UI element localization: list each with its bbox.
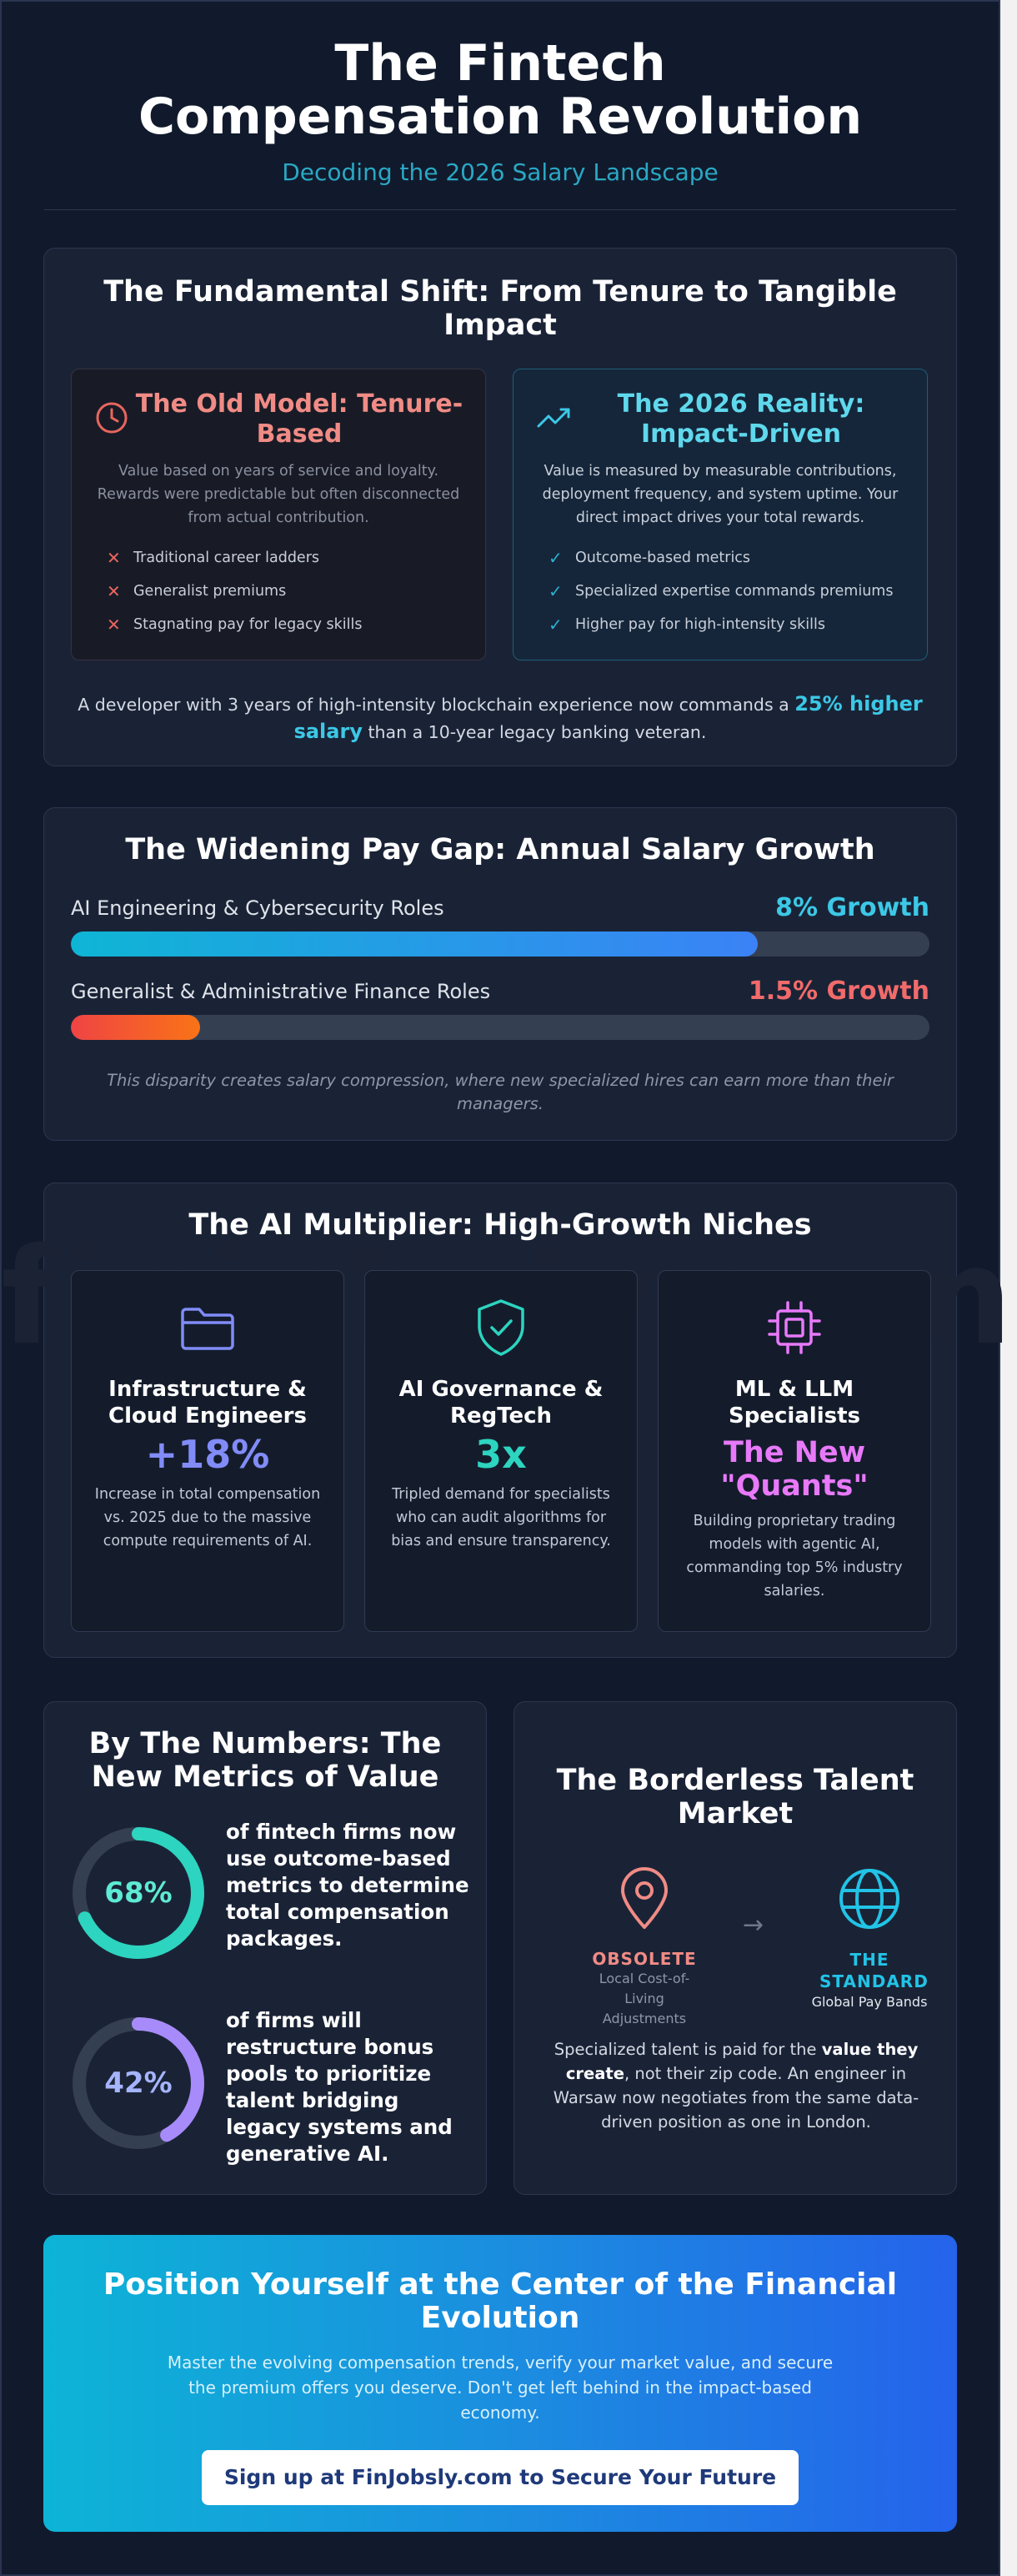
donut-chart: 68% bbox=[71, 1825, 206, 1961]
section-title: The Fundamental Shift: From Tenure to Ta… bbox=[103, 275, 897, 342]
map-pin-icon bbox=[621, 1867, 668, 1929]
compression-note: This disparity creates salary compressio… bbox=[107, 1071, 894, 1113]
niche-card-ml-llm: ML & LLM Specialists The New "Quants" Bu… bbox=[658, 1270, 931, 1632]
obsolete-label: OBSOLETE bbox=[592, 1949, 697, 1969]
section-title: The Borderless Talent Market bbox=[556, 1764, 914, 1830]
cta-banner: Position Yourself at the Center of the F… bbox=[43, 2235, 957, 2532]
borderless-talent-card: The Borderless Talent Market OBSOLETE Lo… bbox=[514, 1701, 957, 2195]
globe-icon bbox=[839, 1869, 899, 1929]
growth-bar-generalist: Generalist & Administrative Finance Role… bbox=[71, 977, 929, 1040]
old-model-description: Value based on years of service and loya… bbox=[97, 463, 460, 526]
new-model-list: ✓ Outcome-based metrics ✓ Specialized expe… bbox=[535, 541, 905, 641]
cta-title: Position Yourself at the Center of the F… bbox=[103, 2267, 898, 2335]
list-item: ✓ Specialized expertise commands premiums bbox=[549, 575, 905, 608]
arrow-right-icon: → bbox=[743, 1911, 764, 1940]
donut-progress bbox=[73, 1827, 204, 1959]
metric-text: of fintech firms now use outcome-based m… bbox=[226, 1820, 469, 1951]
bar-fill bbox=[71, 1015, 200, 1040]
list-item: ✓ Outcome-based metrics bbox=[549, 541, 905, 575]
metric-row: 68% of fintech firms now use outcome-bas… bbox=[71, 1820, 471, 1961]
salary-highlight: 25% higher salary bbox=[293, 692, 923, 743]
bar-label: AI Engineering & Cybersecurity Roles bbox=[71, 896, 444, 920]
donut-ring bbox=[73, 2017, 204, 2149]
list-item: ✕ Traditional career ladders bbox=[107, 541, 463, 575]
signup-button[interactable]: Sign up at FinJobsly.com to Secure Your … bbox=[202, 2450, 799, 2505]
niche-stat: The New "Quants" bbox=[720, 1436, 869, 1503]
cta-description: Master the evolving compensation trends,… bbox=[167, 2353, 834, 2423]
old-model-list: ✕ Traditional career ladders ✕ Generalist … bbox=[93, 541, 463, 641]
bar-value: 1.5% Growth bbox=[748, 977, 929, 1006]
section-title: The AI Multiplier: High-Growth Niches bbox=[188, 1208, 812, 1242]
donut-progress bbox=[73, 2017, 204, 2149]
header: The Fintech Compensation Revolution Deco… bbox=[0, 0, 1000, 210]
pay-gap-card: The Widening Pay Gap: Annual Salary Grow… bbox=[43, 807, 957, 1141]
donut-chart: 42% bbox=[71, 2016, 206, 2151]
list-item: ✕ Generalist premiums bbox=[107, 575, 463, 608]
niche-title: Infrastructure & Cloud Engineers bbox=[108, 1377, 307, 1429]
niche-card-governance: AI Governance & RegTech 3x Tripled deman… bbox=[364, 1270, 638, 1632]
by-the-numbers-card: By The Numbers: The New Metrics of Value… bbox=[43, 1701, 487, 2195]
niche-card-infrastructure: Infrastructure & Cloud Engineers +18% In… bbox=[71, 1270, 344, 1632]
metric-row: 42% of firms will restructure bonus pool… bbox=[71, 2008, 471, 2167]
bar-track bbox=[71, 1015, 929, 1040]
x-mark-icon: ✕ bbox=[107, 548, 121, 568]
donut-value: 68% bbox=[104, 1876, 173, 1910]
bar-fill bbox=[71, 931, 758, 957]
blockchain-salary-note: A developer with 3 years of high-intensi… bbox=[78, 692, 923, 743]
old-model-title: The Old Model: Tenure-Based bbox=[135, 389, 463, 449]
list-item: ✕ Stagnating pay for legacy skills bbox=[107, 608, 463, 641]
bar-label: Generalist & Administrative Finance Role… bbox=[71, 980, 491, 1003]
list-item: ✓ Higher pay for high-intensity skills bbox=[549, 608, 905, 641]
standard-column: THE STANDARD Global Pay Bands bbox=[786, 1865, 953, 2012]
old-model-panel: The Old Model: Tenure-Based Value based … bbox=[71, 369, 486, 660]
clock-icon bbox=[96, 402, 128, 434]
niche-description: Building proprietary trading models with… bbox=[686, 1513, 903, 1599]
niche-description: Tripled demand for specialists who can a… bbox=[391, 1486, 611, 1549]
check-mark-icon: ✓ bbox=[549, 548, 563, 568]
standard-sublabel: Global Pay Bands bbox=[811, 1994, 928, 2010]
niche-description: Increase in total compensation vs. 2025 … bbox=[94, 1486, 321, 1549]
section-title: By The Numbers: The New Metrics of Value bbox=[88, 1727, 442, 1794]
ai-multiplier-card: The AI Multiplier: High-Growth Niches fi… bbox=[1, 1183, 1013, 1658]
metric-text: of firms will restructure bonus pools to… bbox=[226, 2008, 453, 2166]
new-model-panel: The 2026 Reality: Impact-Driven Value is… bbox=[513, 369, 928, 660]
x-mark-icon: ✕ bbox=[107, 581, 121, 601]
check-mark-icon: ✓ bbox=[549, 581, 563, 601]
niche-stat: +18% bbox=[145, 1432, 270, 1477]
page-title: The Fintech Compensation Revolution bbox=[138, 34, 863, 146]
standard-label: THE STANDARD bbox=[819, 1950, 929, 1991]
niche-stat: 3x bbox=[475, 1432, 527, 1477]
header-divider bbox=[44, 209, 956, 210]
new-model-description: Value is measured by measurable contribu… bbox=[542, 463, 899, 526]
section-title: The Widening Pay Gap: Annual Salary Grow… bbox=[125, 833, 875, 866]
donut-value: 42% bbox=[104, 2066, 173, 2100]
cpu-chip-icon bbox=[768, 1301, 821, 1354]
growth-bar-ai: AI Engineering & Cybersecurity Roles 8% … bbox=[71, 893, 929, 957]
trending-up-icon bbox=[537, 408, 570, 428]
obsolete-column: OBSOLETE Local Cost-of-Living Adjustment… bbox=[561, 1865, 728, 2029]
bar-track bbox=[71, 931, 929, 957]
donut-ring bbox=[73, 1827, 204, 1959]
niche-title: AI Governance & RegTech bbox=[398, 1377, 604, 1429]
bar-value: 8% Growth bbox=[775, 893, 929, 922]
page-margin bbox=[1000, 0, 1017, 2576]
borderless-description: Specialized talent is paid for the value… bbox=[553, 2040, 919, 2132]
x-mark-icon: ✕ bbox=[107, 615, 121, 635]
shield-check-icon bbox=[478, 1299, 524, 1356]
page-subtitle: Decoding the 2026 Salary Landscape bbox=[282, 158, 719, 186]
new-model-title: The 2026 Reality: Impact-Driven bbox=[617, 389, 865, 449]
obsolete-sublabel: Local Cost-of-Living Adjustments bbox=[599, 1971, 690, 2026]
niche-title: ML & LLM Specialists bbox=[728, 1377, 861, 1429]
fundamental-shift-card: The Fundamental Shift: From Tenure to Ta… bbox=[43, 248, 957, 766]
folder-icon bbox=[181, 1308, 234, 1350]
check-mark-icon: ✓ bbox=[549, 615, 563, 635]
